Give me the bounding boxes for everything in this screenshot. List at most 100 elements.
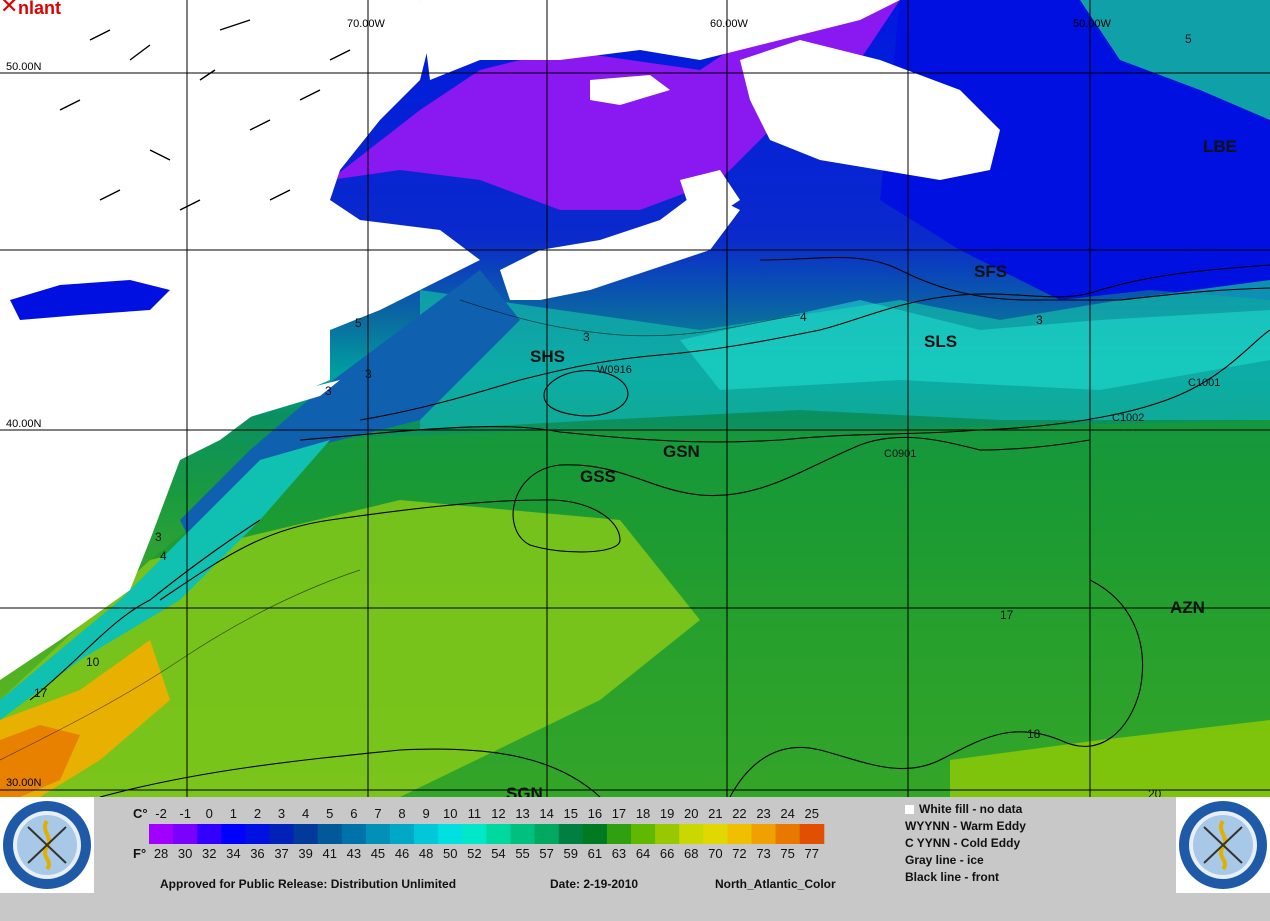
lat-label-40n: 40.00N — [6, 418, 42, 430]
temperature-color-scale — [149, 824, 825, 844]
color-swatch — [606, 824, 632, 844]
color-swatch — [197, 824, 222, 844]
front-label-sgn: SGN — [506, 784, 543, 797]
color-swatch — [149, 824, 174, 844]
fahrenheit-tick-label: 75 — [780, 846, 795, 861]
front-label-sfs: SFS — [974, 262, 1008, 281]
color-swatch — [534, 824, 560, 844]
color-swatch — [438, 824, 463, 844]
color-swatch — [341, 824, 367, 844]
celsius-tick-label: 4 — [302, 806, 310, 821]
celsius-tick-label: 7 — [374, 806, 382, 821]
sea-surface-temperature-map: 70.00W 60.00W 50.00W 50.00N 40.00N 30.00… — [0, 0, 1270, 797]
front-label-sls: SLS — [924, 332, 958, 351]
celsius-tick-label: 22 — [732, 806, 747, 821]
fahrenheit-tick-label: 39 — [298, 846, 313, 861]
warm-orange — [0, 725, 80, 797]
close-icon[interactable]: ✕ — [0, 0, 19, 19]
front-label-gss: GSS — [580, 467, 616, 486]
color-swatch — [390, 824, 415, 844]
naval-oceanographic-office-seal-right — [1176, 797, 1270, 893]
lake-ontario — [10, 280, 170, 320]
fahrenheit-tick-label: 66 — [659, 846, 675, 861]
color-swatch — [173, 824, 198, 844]
fahrenheit-tick-label: 73 — [756, 846, 771, 861]
color-swatch — [510, 824, 536, 844]
lat-lon-grid — [0, 0, 1270, 797]
celsius-tick-label: 11 — [467, 806, 482, 821]
white-fill-swatch — [905, 805, 914, 814]
fahrenheit-tick-label: 46 — [394, 846, 410, 861]
coastal-front — [29, 519, 261, 701]
isotherm-label: 5 — [1185, 32, 1192, 46]
isotherm-label: 4 — [800, 310, 807, 324]
celsius-tick-label: 25 — [804, 806, 819, 821]
fahrenheit-tick-label: 37 — [274, 846, 289, 861]
fahrenheit-tick-label: 77 — [804, 846, 819, 861]
isotherm-label: 3 — [1036, 313, 1043, 327]
legend: White fill - no data WYYNN - Warm Eddy C… — [905, 801, 1026, 886]
fahrenheit-tick-label: 55 — [515, 846, 530, 861]
ocean-fronts — [29, 256, 1270, 797]
fahrenheit-tick-label: 59 — [563, 846, 578, 861]
lon-label-60w: 60.00W — [710, 18, 748, 30]
land-newfoundland — [740, 40, 1000, 180]
isotherm-label: 18 — [1027, 727, 1041, 741]
celsius-tick-label: 19 — [659, 806, 675, 821]
celsius-tick-label: 1 — [229, 806, 237, 821]
warm-eddy-ring — [543, 370, 629, 417]
isotherm-label: 3 — [583, 330, 590, 344]
color-swatch — [269, 824, 295, 844]
fahrenheit-tick-label: 54 — [491, 846, 506, 861]
color-swatch — [462, 824, 487, 844]
azores-front — [729, 579, 1144, 797]
legend-white-fill: White fill - no data — [905, 801, 1026, 818]
legend-black-line: Black line - front — [905, 870, 1000, 884]
celsius-tick-label: 18 — [635, 806, 651, 821]
isotherm-label: 17 — [34, 686, 48, 700]
isotherm-label: 20 — [1148, 787, 1162, 797]
celsius-tick-label: 16 — [587, 806, 603, 821]
footer-legend: C° F° -2 -1 0 1 2 3 4 5 6 7 8 9 10 11 12 13 14 15 16 17 18 19… — [0, 797, 1270, 921]
front-label-azn: AZN — [1170, 598, 1205, 617]
fahrenheit-tick-label: 30 — [177, 846, 193, 861]
fahrenheit-tick-label: 34 — [226, 846, 241, 861]
color-swatch — [703, 824, 728, 844]
isotherm-label: 5 — [355, 316, 362, 330]
isotherm-contours — [0, 299, 801, 761]
land-nova-scotia — [500, 190, 740, 300]
product-name: North_Atlantic_Color — [715, 877, 836, 891]
legend-warm-eddy: WYYNN - Warm Eddy — [905, 819, 1026, 833]
fahrenheit-tick-label: 36 — [250, 846, 265, 861]
color-swatch — [727, 824, 752, 844]
color-swatch — [221, 824, 246, 844]
shelf-front — [359, 264, 1270, 421]
celsius-tick-label: -2 — [155, 806, 167, 821]
celsius-tick-label: 5 — [326, 806, 334, 821]
celsius-tick-label: 13 — [515, 806, 530, 821]
celsius-tick-label: 3 — [277, 806, 286, 821]
fahrenheit-tick-label: 41 — [322, 846, 337, 861]
front-label-shs: SHS — [530, 347, 565, 366]
fahrenheit-label: F° — [133, 846, 147, 861]
celsius-tick-label: 2 — [253, 806, 262, 821]
approval-statement: Approved for Public Release: Distributio… — [160, 877, 457, 891]
color-swatch — [486, 824, 511, 844]
naval-oceanographic-office-seal-left — [0, 797, 94, 893]
land-quebec-labrador — [420, 0, 900, 80]
fahrenheit-tick-label: 48 — [418, 846, 434, 861]
fahrenheit-tick-label: 28 — [153, 846, 169, 861]
north-wall-front — [299, 329, 1270, 443]
color-swatch — [558, 824, 584, 844]
front-label-gsn: GSN — [663, 442, 700, 461]
color-swatch — [655, 824, 680, 844]
fahrenheit-tick-label: 52 — [467, 846, 482, 861]
celsius-tick-label: 24 — [780, 806, 795, 821]
color-swatch — [414, 824, 439, 844]
color-swatch — [631, 824, 656, 844]
celsius-tick-label: 21 — [708, 806, 723, 821]
eddy-label-w0916: W0916 — [597, 364, 632, 376]
fahrenheit-tick-label: 68 — [684, 846, 699, 861]
celsius-tick-label: 15 — [563, 806, 578, 821]
celsius-tick-label: 12 — [491, 806, 506, 821]
